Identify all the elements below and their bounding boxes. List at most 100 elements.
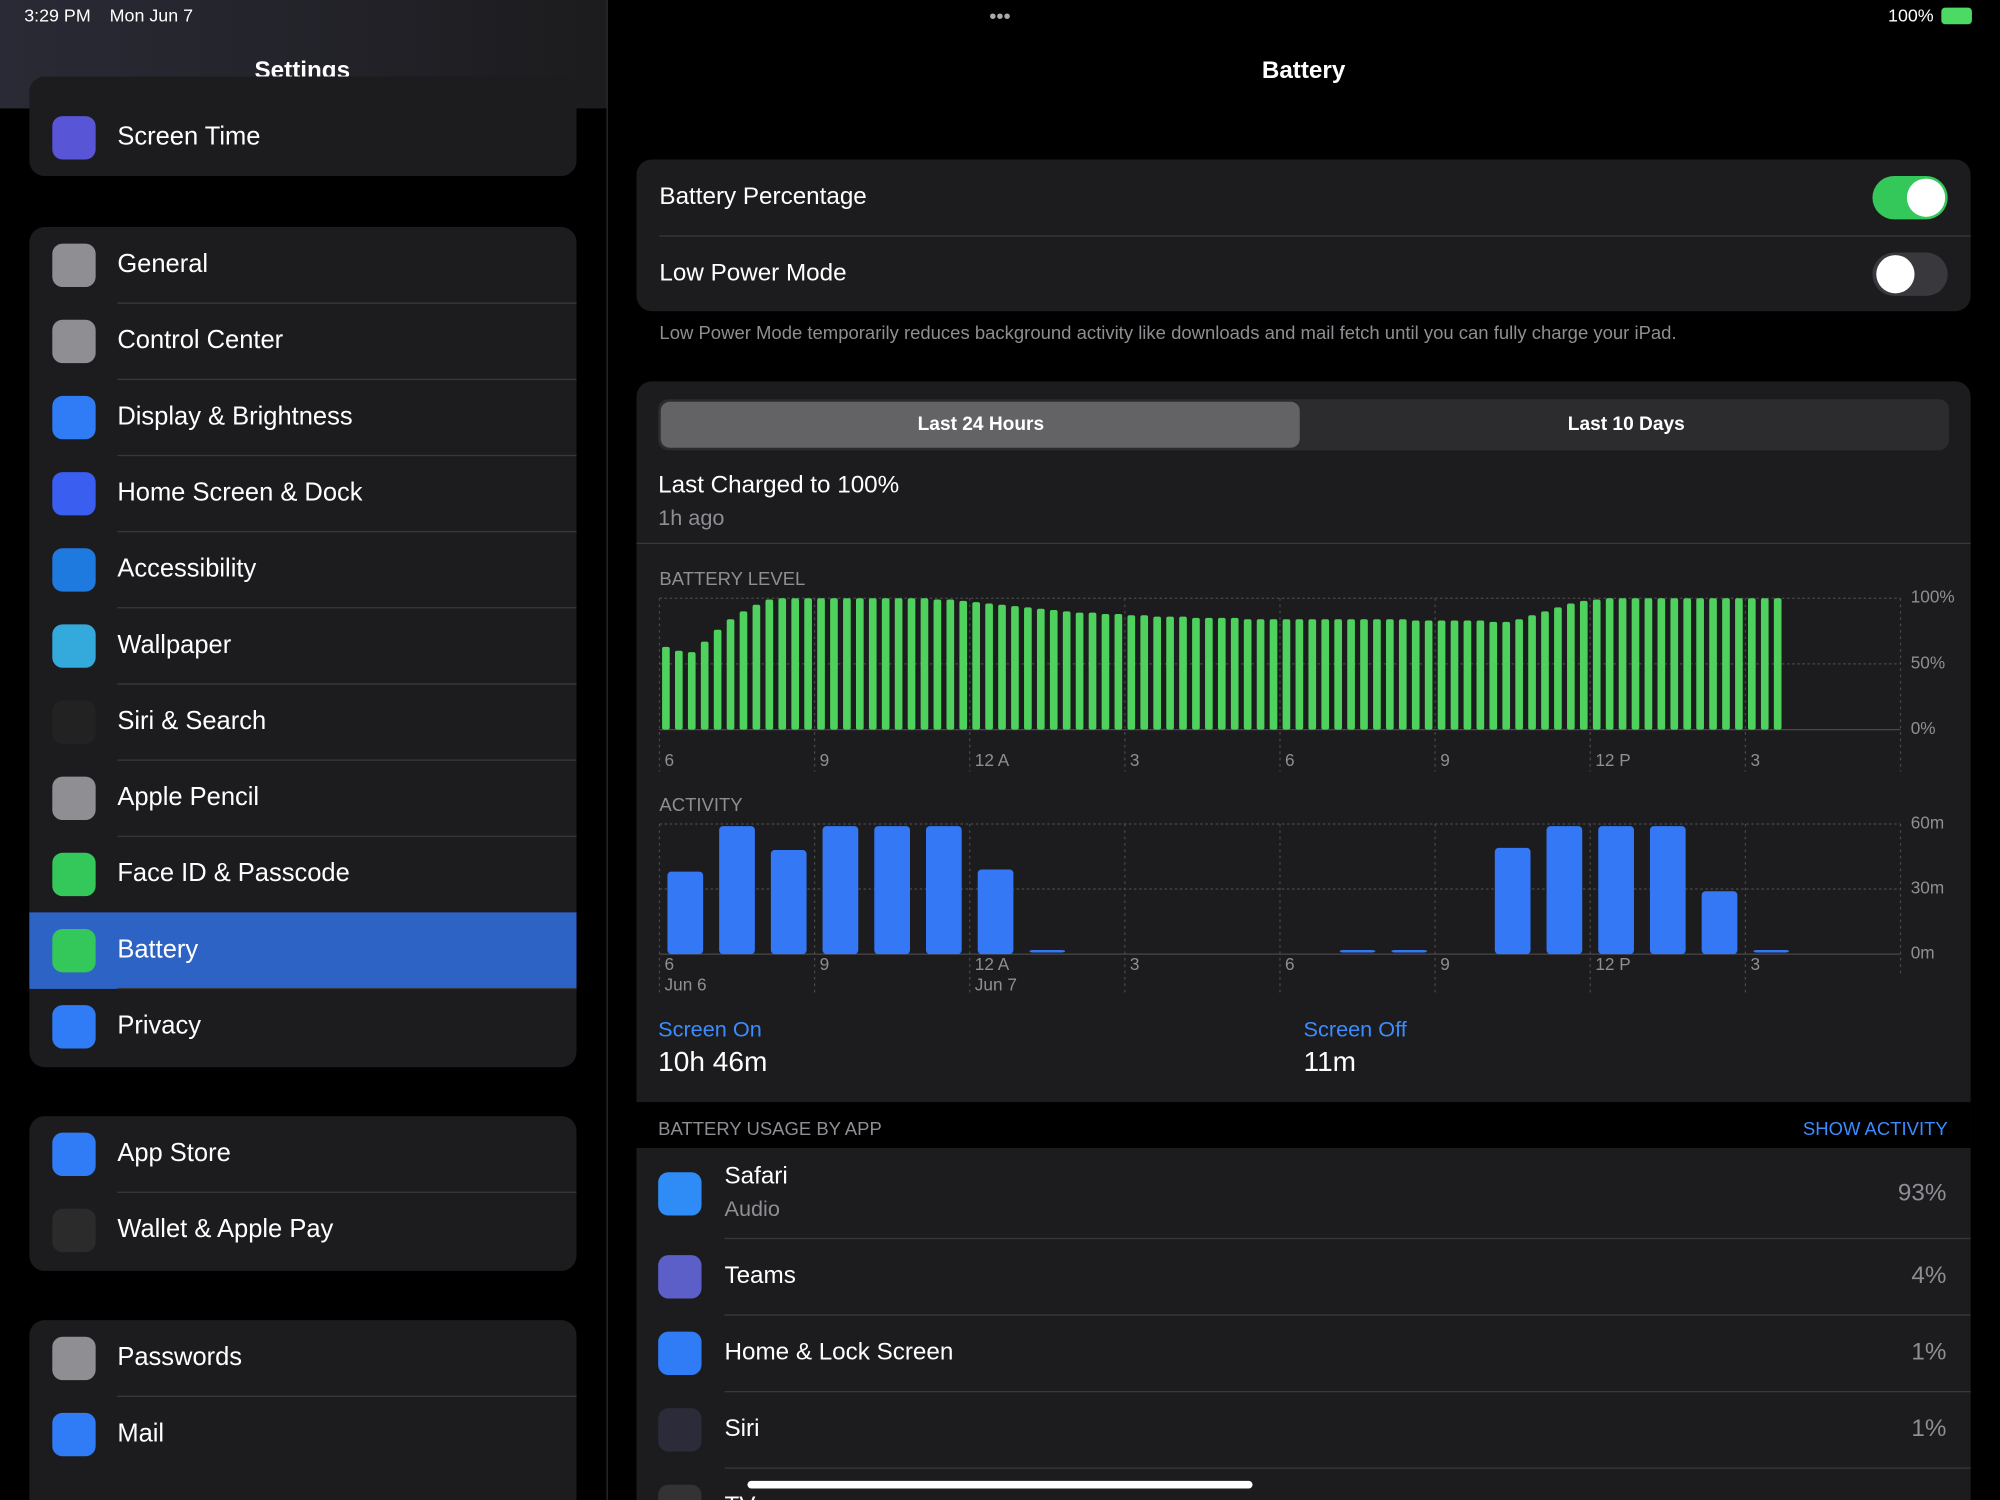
app-percent: 4%	[1911, 1262, 1946, 1289]
screen-off-value: 11m	[1304, 1046, 1356, 1077]
bar	[1528, 615, 1536, 730]
menu-item[interactable]: Home Screen & Dock	[117, 478, 362, 506]
bar	[1541, 611, 1549, 730]
bar	[770, 850, 807, 955]
multitask-dots[interactable]: •••	[989, 6, 1010, 28]
x-tick-label: 6	[665, 750, 675, 770]
bar	[843, 598, 851, 730]
bar	[1243, 619, 1252, 730]
selected-row	[29, 912, 577, 989]
bar	[920, 598, 929, 730]
bar	[687, 652, 696, 730]
settings-group	[29, 1320, 577, 1500]
bar	[1515, 619, 1523, 730]
app-icon	[658, 1331, 702, 1375]
screen-on-value: 10h 46m	[658, 1046, 767, 1077]
x-tick-label: 9	[1440, 750, 1450, 770]
tab[interactable]: Last 10 Days	[1568, 414, 1685, 435]
y-tick-label: 30m	[1911, 878, 1944, 898]
x-tick-label: 12 P	[1595, 750, 1630, 770]
menu-item[interactable]: Siri & Search	[117, 707, 266, 735]
bar	[977, 869, 1014, 955]
app-name: Safari	[724, 1163, 787, 1190]
setting-label: Battery Percentage	[659, 183, 866, 210]
x-tick-label: 12 P	[1595, 954, 1630, 974]
bar	[1437, 620, 1446, 730]
app-icon	[658, 1408, 702, 1452]
app-icon	[52, 1208, 96, 1253]
app-icon	[658, 1484, 702, 1500]
menu-item[interactable]: Face ID & Passcode	[117, 859, 349, 887]
menu-item[interactable]: App Store	[117, 1139, 230, 1167]
bar	[1205, 617, 1213, 730]
bar	[1339, 950, 1376, 953]
show-activity[interactable]: SHOW ACTIVITY	[1803, 1118, 1948, 1139]
bar	[881, 598, 890, 730]
bar	[1709, 598, 1717, 730]
bar	[1489, 621, 1498, 730]
x-tick-label: 9	[820, 750, 830, 770]
bar	[894, 598, 903, 730]
bar	[1011, 606, 1019, 730]
bar	[1308, 619, 1317, 730]
status-battery: 100%	[1888, 5, 1934, 25]
menu-item[interactable]: Battery	[117, 935, 198, 963]
bar	[1463, 620, 1472, 730]
bar	[1192, 617, 1200, 730]
bar	[1062, 611, 1071, 730]
screen-off-label: Screen Off	[1304, 1016, 1408, 1041]
x-tick-label: 6	[1285, 750, 1295, 770]
bar	[998, 604, 1006, 730]
menu-item[interactable]: Accessibility	[117, 555, 256, 583]
toggle-knob	[1876, 255, 1915, 294]
app-icon	[52, 243, 96, 287]
bar	[1631, 598, 1640, 730]
bar	[1476, 620, 1485, 730]
app-icon	[658, 1255, 702, 1299]
bar	[778, 598, 787, 730]
bar	[1450, 620, 1459, 730]
bar	[1024, 607, 1032, 730]
y-tick-label: 50%	[1911, 652, 1945, 672]
bar	[946, 599, 955, 730]
menu-item[interactable]: Apple Pencil	[117, 783, 259, 811]
bar	[1502, 621, 1511, 730]
bar	[1748, 598, 1756, 730]
y-tick-label: 0m	[1911, 943, 1935, 963]
bar	[933, 599, 942, 730]
bar	[1166, 616, 1174, 730]
bar	[739, 611, 748, 730]
menu-item[interactable]: Passwords	[117, 1343, 242, 1371]
bar	[1282, 619, 1291, 730]
bar	[1618, 598, 1627, 730]
last-charged-time: 1h ago	[658, 505, 724, 530]
bar	[675, 650, 683, 730]
usage-header-bg	[636, 1102, 1971, 1148]
tab[interactable]: Last 24 Hours	[918, 414, 1044, 435]
bar	[662, 646, 670, 730]
bar	[1683, 598, 1692, 730]
bar	[907, 598, 916, 730]
bar	[1701, 891, 1738, 955]
menu-item[interactable]: Control Center	[117, 326, 283, 354]
x-tick-label: 12 A	[975, 954, 1010, 974]
app-detail: Audio	[724, 1196, 779, 1221]
bar	[1321, 619, 1330, 730]
bar	[1554, 607, 1562, 730]
status-date: Mon Jun 7	[110, 5, 193, 25]
menu-item[interactable]: General	[117, 250, 208, 278]
bar	[1101, 613, 1110, 730]
bar	[822, 826, 859, 955]
menu-item[interactable]: Mail	[117, 1419, 164, 1447]
menu-item[interactable]: Wallpaper	[117, 631, 231, 659]
bar	[791, 598, 800, 730]
menu-item[interactable]: Privacy	[117, 1012, 201, 1040]
menu-item[interactable]: Screen Time	[117, 122, 260, 150]
bar	[1760, 598, 1769, 730]
menu-item[interactable]: Display & Brightness	[117, 402, 352, 430]
menu-item[interactable]: Wallet & Apple Pay	[117, 1215, 333, 1243]
x-tick-label: 3	[1750, 750, 1760, 770]
bar	[1386, 619, 1394, 730]
app-icon	[658, 1172, 702, 1216]
